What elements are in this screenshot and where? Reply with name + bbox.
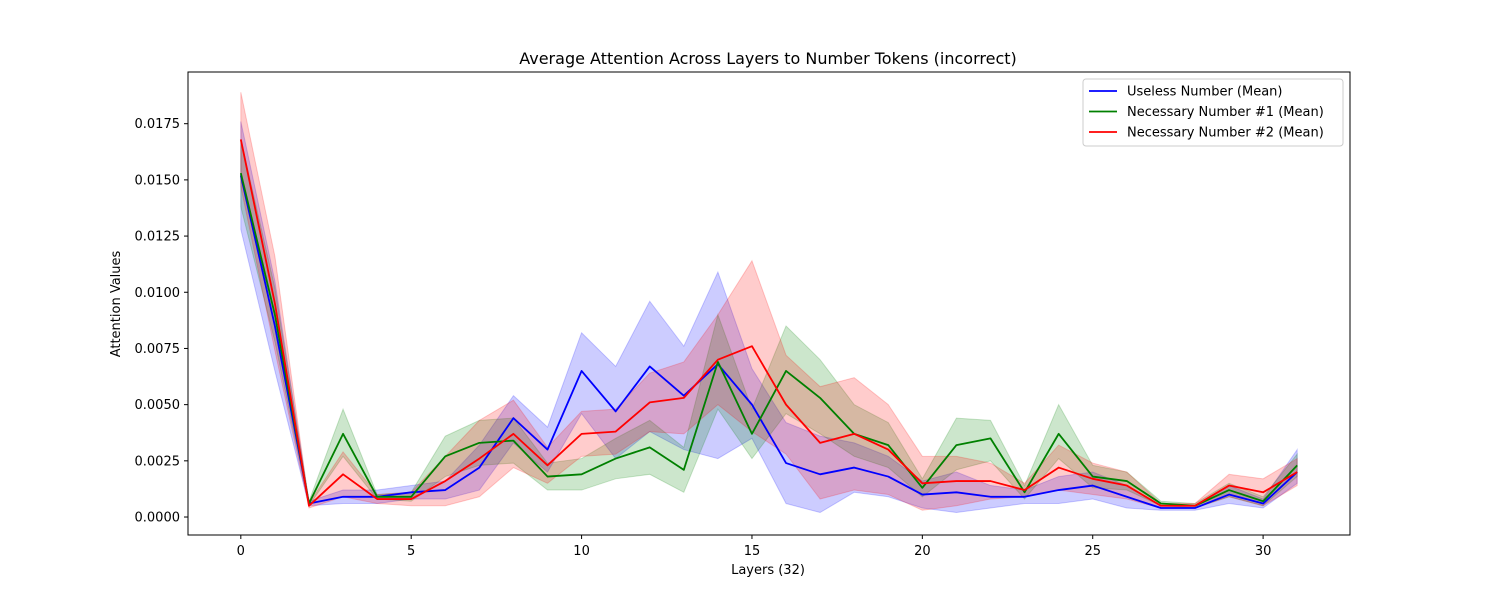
series-line-1 [239,172,1298,507]
series-band-2 [240,92,1298,511]
y-tick-label: 0.0150 [135,173,181,188]
x-axis-ticks: 0 5 10 15 20 25 30 [237,535,1272,559]
chart-title: Average Attention Across Layers to Numbe… [519,49,1017,68]
legend: Useless Number (Mean) Necessary Number #1… [1082,78,1344,147]
y-tick-label: 0.0125 [135,230,181,245]
y-axis-label: Attention Values [109,250,124,357]
x-tick-label: 15 [744,544,761,559]
legend-box [1082,78,1344,147]
series-line-2 [239,139,1298,507]
x-tick-label: 20 [914,544,931,559]
series-band-0 [240,121,1298,514]
x-axis-label: Layers (32) [731,563,805,578]
series-lines [239,139,1298,509]
y-tick-label: 0.0175 [135,117,181,132]
x-tick-label: 10 [573,544,590,559]
series-line-0 [239,175,1298,509]
x-tick-label: 25 [1084,544,1101,559]
confidence-bands [240,92,1298,514]
legend-entry-2: Necessary Number #2 (Mean) [1127,126,1324,141]
y-tick-label: 0.0100 [135,286,181,301]
y-axis-ticks: 0.0000 0.0025 0.0050 0.0075 0.0100 0.0125 0.01… [135,117,188,526]
legend-entry-1: Necessary Number #1 (Mean) [1127,105,1324,120]
y-tick-label: 0.0000 [135,511,181,526]
y-tick-label: 0.0050 [135,398,181,413]
legend-entry-0: Useless Number (Mean) [1127,85,1283,100]
y-tick-label: 0.0075 [135,342,181,357]
x-tick-label: 5 [407,544,415,559]
y-tick-label: 0.0025 [135,454,181,469]
x-tick-label: 30 [1255,544,1272,559]
x-tick-label: 0 [237,544,245,559]
plot-area-frame [187,71,1351,536]
